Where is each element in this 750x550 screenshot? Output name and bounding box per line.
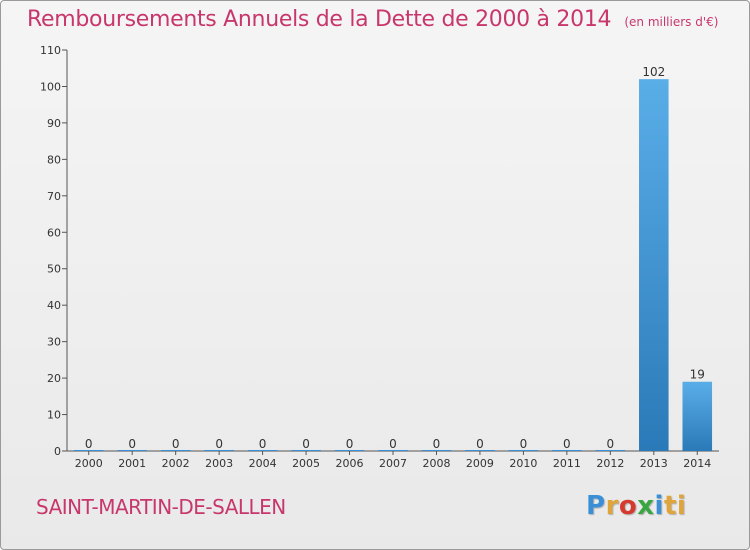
- y-tick-label: 0: [54, 445, 61, 458]
- bar[interactable]: [73, 450, 104, 451]
- data-label: 0: [215, 437, 223, 451]
- data-label: 0: [607, 437, 615, 451]
- bar[interactable]: [247, 450, 278, 451]
- data-label: 19: [690, 368, 705, 382]
- chart-subtitle: (en milliers d'€): [624, 15, 719, 29]
- chart-title: Remboursements Annuels de la Dette de 20…: [27, 7, 612, 32]
- x-tick-label: 2006: [336, 457, 364, 470]
- y-tick-label: 70: [47, 190, 61, 203]
- logo-letter: o: [618, 491, 638, 521]
- x-tick-label: 2004: [249, 457, 277, 470]
- logo-letter: x: [637, 491, 655, 521]
- data-label: 0: [85, 437, 93, 451]
- x-tick-label: 2009: [466, 457, 494, 470]
- x-tick-label: 2007: [379, 457, 407, 470]
- data-label: 0: [172, 437, 180, 451]
- data-label: 0: [302, 437, 310, 451]
- x-tick-label: 2002: [162, 457, 190, 470]
- logo-letter: i: [654, 491, 664, 521]
- x-tick-label: 2000: [75, 457, 103, 470]
- y-tick-label: 110: [40, 44, 61, 57]
- y-tick-label: 80: [47, 153, 61, 166]
- bar[interactable]: [508, 450, 539, 451]
- data-label: 0: [433, 437, 441, 451]
- x-tick-label: 2014: [683, 457, 711, 470]
- bar[interactable]: [160, 450, 191, 451]
- y-tick-label: 30: [47, 336, 61, 349]
- logo-letter: ti: [663, 491, 687, 521]
- data-label: 0: [259, 437, 267, 451]
- x-tick-label: 2010: [509, 457, 537, 470]
- bar[interactable]: [595, 450, 626, 451]
- bars: [73, 79, 713, 451]
- bar[interactable]: [334, 450, 365, 451]
- x-tick-label: 2003: [205, 457, 233, 470]
- x-tick-label: 2012: [596, 457, 624, 470]
- bar[interactable]: [639, 79, 669, 451]
- y-tick-label: 100: [40, 80, 61, 93]
- bar[interactable]: [291, 450, 321, 451]
- data-label: 0: [346, 437, 354, 451]
- bar[interactable]: [465, 450, 495, 451]
- y-tick-label: 20: [47, 372, 61, 385]
- bar[interactable]: [117, 450, 147, 451]
- data-label: 0: [389, 437, 397, 451]
- title-row: Remboursements Annuels de la Dette de 20…: [27, 7, 718, 32]
- logo-letter: r: [605, 491, 619, 521]
- proxiti-logo[interactable]: Proxiti: [586, 491, 686, 521]
- bar[interactable]: [421, 450, 452, 451]
- commune-name: SAINT-MARTIN-DE-SALLEN: [36, 495, 286, 519]
- x-tick-label: 2001: [118, 457, 146, 470]
- bar[interactable]: [682, 381, 713, 451]
- data-label: 0: [128, 437, 136, 451]
- data-label: 0: [520, 437, 528, 451]
- data-label: 0: [476, 437, 484, 451]
- bar[interactable]: [378, 450, 408, 451]
- logo-letter: P: [586, 491, 606, 521]
- y-tick-label: 40: [47, 299, 61, 312]
- data-label: 0: [563, 437, 571, 451]
- bar[interactable]: [204, 450, 234, 451]
- y-tick-label: 10: [47, 409, 61, 422]
- x-tick-label: 2013: [640, 457, 668, 470]
- y-tick-label: 90: [47, 117, 61, 130]
- x-tick-label: 2008: [422, 457, 450, 470]
- data-label: 102: [642, 65, 665, 79]
- y-tick-label: 50: [47, 263, 61, 276]
- bar[interactable]: [552, 450, 582, 451]
- x-tick-label: 2011: [553, 457, 581, 470]
- y-tick-label: 60: [47, 226, 61, 239]
- labels: 0 0 0 0 0 0 0 0 0 0 0 0 0 102 19: [85, 65, 705, 451]
- x-tick-label: 2005: [292, 457, 320, 470]
